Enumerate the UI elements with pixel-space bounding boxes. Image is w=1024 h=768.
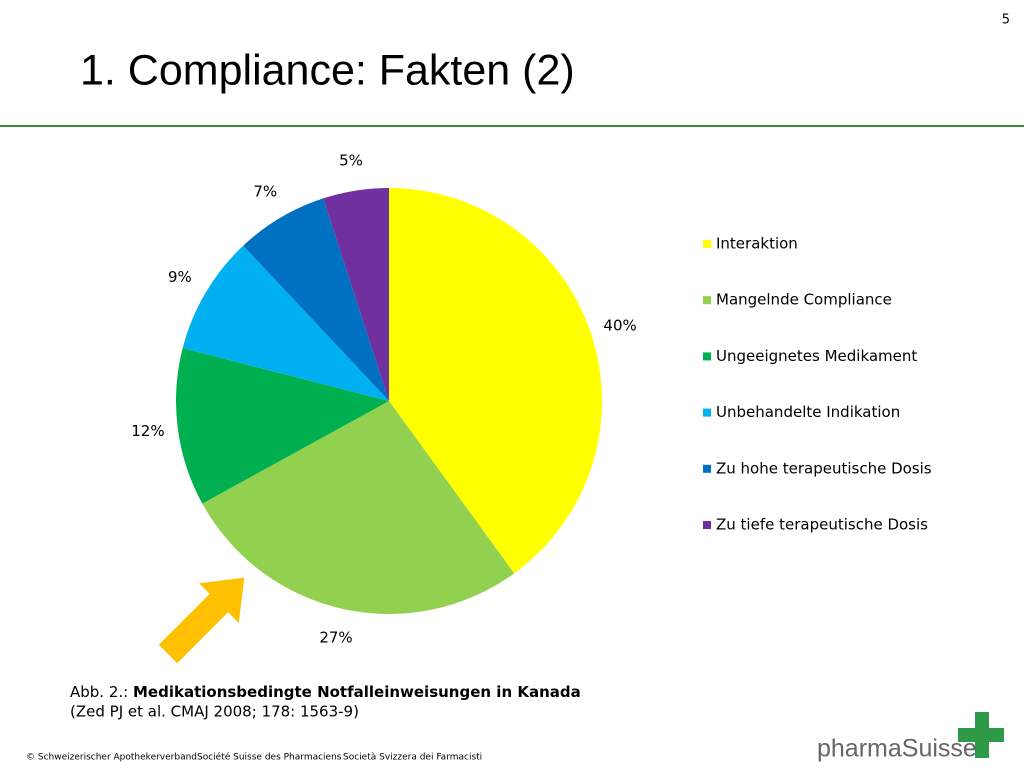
- logo-text: pharmaSuisse: [817, 735, 977, 763]
- footer-text: Société Suisse des Pharmaciens: [197, 752, 342, 763]
- caption-prefix: Abb. 2.:: [70, 683, 128, 701]
- legend-swatch: [703, 521, 711, 529]
- legend-label: Unbehandelte Indikation: [716, 403, 900, 421]
- legend-label: Mangelnde Compliance: [716, 291, 892, 309]
- footer-text: © Schweizerischer Apothekerverband: [26, 753, 197, 763]
- caption-title: Medikationsbedingte Notfalleinweisungen …: [133, 683, 581, 701]
- pie-slice: [176, 348, 389, 504]
- data-label: 12%: [131, 422, 164, 440]
- page-number: 5: [1002, 13, 1010, 28]
- footer-text: Società Svizzera dei Farmacisti: [343, 753, 482, 763]
- pie-slice: [389, 188, 602, 574]
- caption-source: (Zed PJ et al. CMAJ 2008; 178: 1563-9): [70, 703, 359, 721]
- pie-slice: [202, 401, 515, 614]
- logo-cross: [958, 712, 1004, 758]
- pie-slice: [182, 245, 389, 401]
- legend-swatch: [703, 240, 711, 248]
- pie-slice: [323, 188, 389, 401]
- legend-swatch: [703, 464, 711, 473]
- data-label: 9%: [168, 268, 192, 286]
- slide-title: 1. Compliance: Fakten (2): [80, 46, 575, 94]
- data-label: 5%: [339, 151, 363, 169]
- legend-label: Ungeeignetes Medikament: [716, 347, 917, 365]
- data-label: 40%: [603, 316, 636, 334]
- arrow-shape: [158, 577, 245, 664]
- legend-label: Zu hohe terapeutische Dosis: [716, 459, 932, 477]
- cross-bar: [958, 728, 1004, 742]
- data-label: 7%: [253, 182, 277, 200]
- legend-swatch: [703, 352, 711, 361]
- legend-swatch: [703, 408, 711, 417]
- pie-slice: [243, 198, 389, 401]
- legend-label: Interaktion: [716, 235, 798, 253]
- data-label: 27%: [319, 629, 352, 647]
- caption-line: Abb. 2.: Medikationsbedingte Notfalleinw…: [70, 683, 581, 701]
- legend-label: Zu tiefe terapeutische Dosis: [716, 516, 928, 534]
- legend-swatch: [703, 296, 711, 305]
- arrow: [158, 577, 245, 664]
